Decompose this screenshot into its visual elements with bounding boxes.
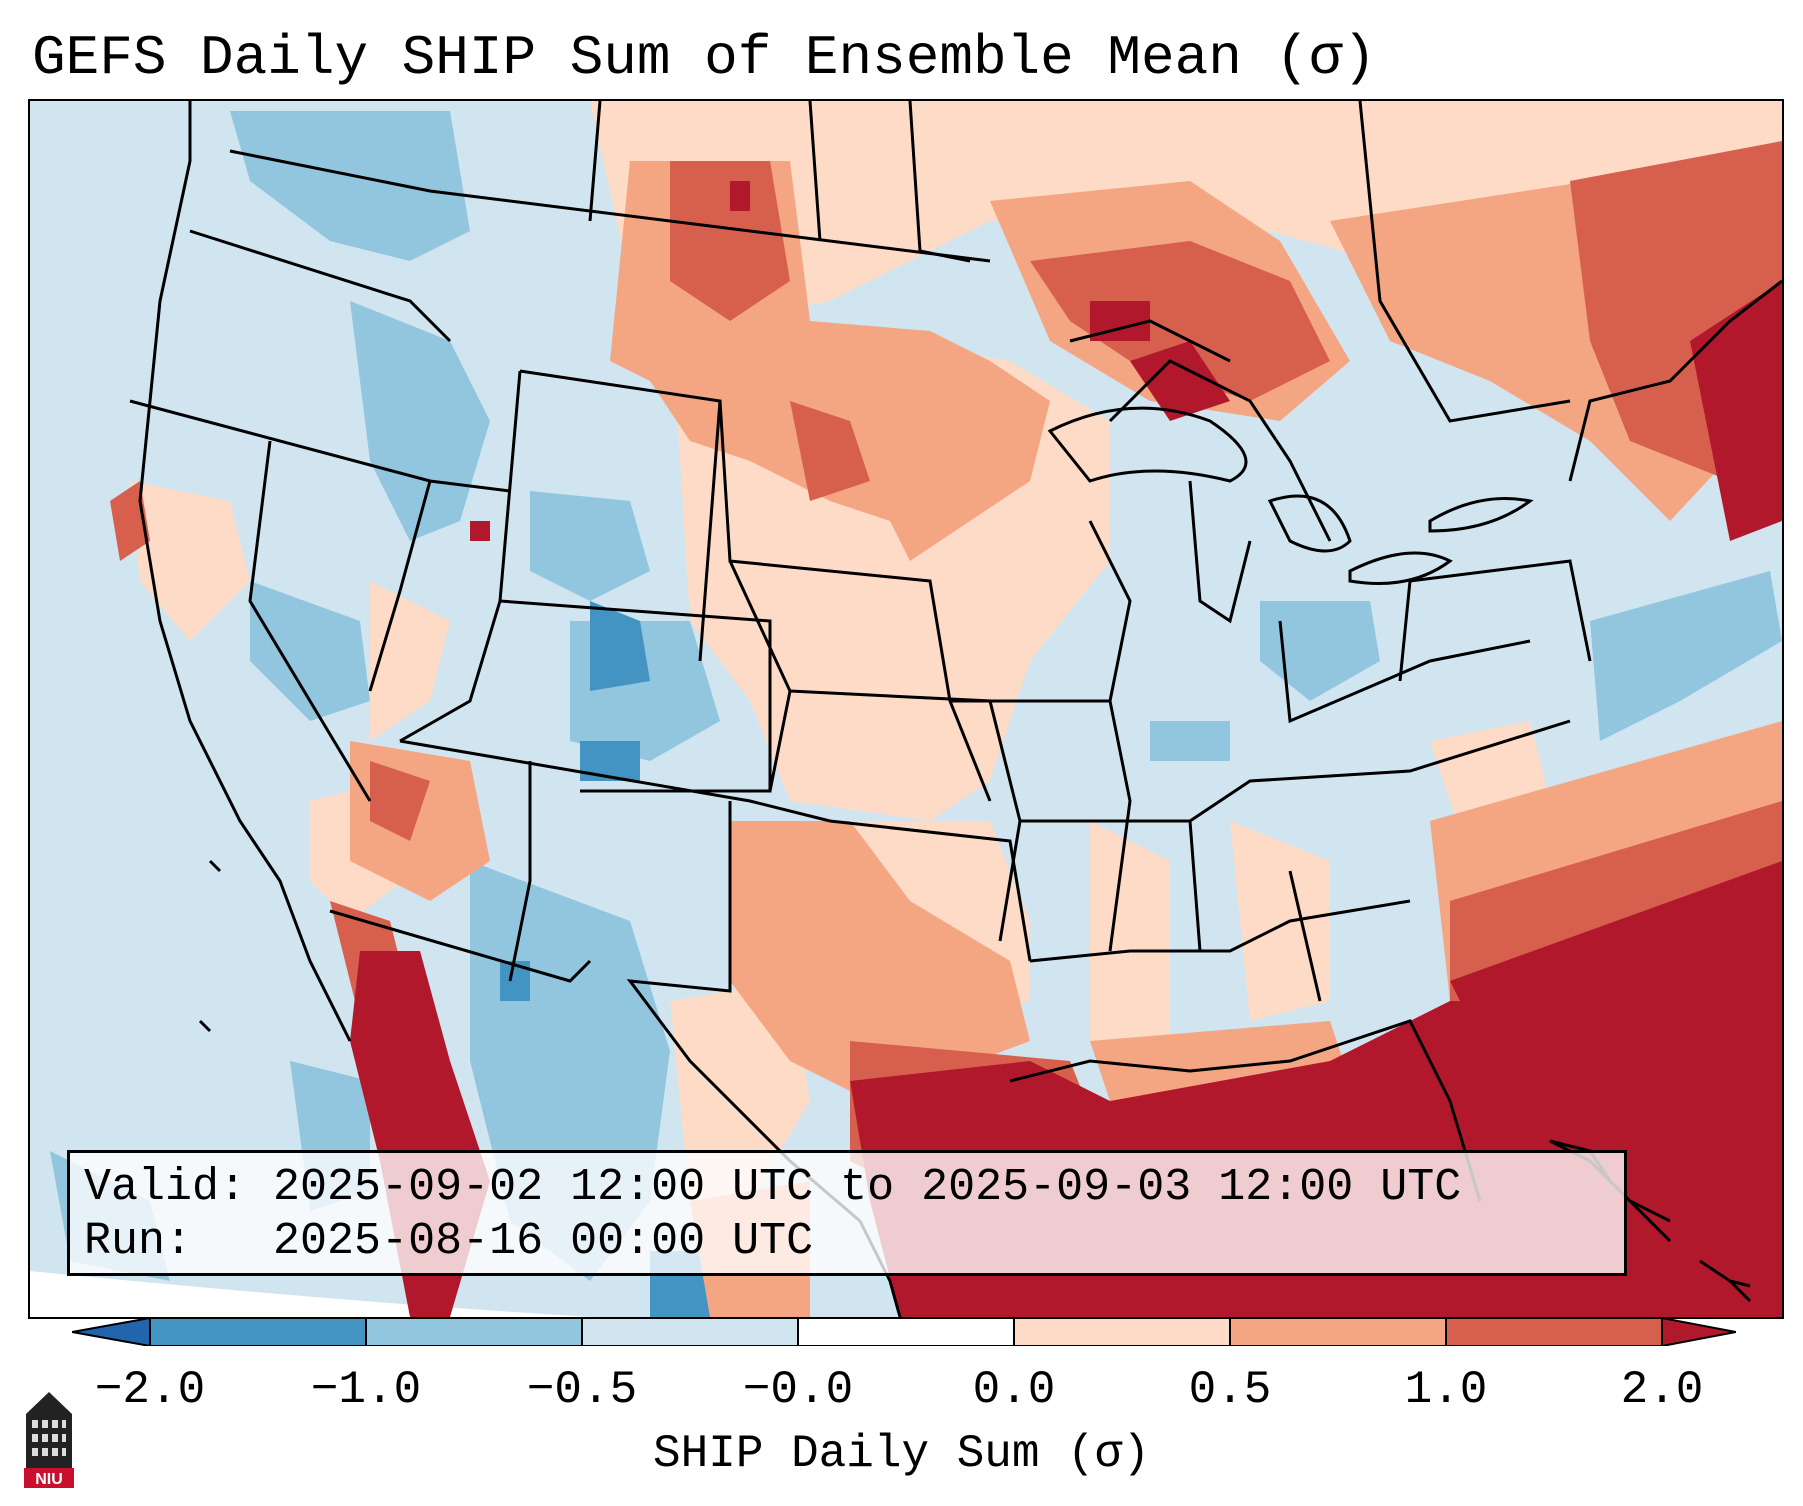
run-time-row: Run: 2025-08-16 00:00 UTC <box>84 1215 1610 1269</box>
map-title: GEFS Daily SHIP Sum of Ensemble Mean (σ) <box>32 26 1377 90</box>
ship-field-map <box>30 101 1782 1317</box>
colorbar-tick-label: 1.0 <box>1404 1364 1488 1416</box>
lake-outlines <box>1047 406 1534 624</box>
valid-label: Valid: <box>84 1162 247 1213</box>
colorbar-segment-2 <box>366 1318 582 1346</box>
colorbar <box>72 1318 1736 1346</box>
niu-logo-text: NIU <box>35 1471 63 1488</box>
colorbar-over-triangle <box>1661 1318 1736 1346</box>
valid-run-info-box: Valid: 2025-09-02 12:00 UTC to 2025-09-0… <box>67 1150 1627 1276</box>
map-panel <box>28 99 1784 1319</box>
colorbar-tick-label: 0.5 <box>1188 1364 1272 1416</box>
run-label: Run: <box>84 1216 193 1267</box>
colorbar-segment-1 <box>150 1318 366 1346</box>
colorbar-segment-7 <box>1446 1318 1662 1346</box>
colorbar-tick-label: −2.0 <box>94 1364 206 1416</box>
state-boundaries <box>129 101 1782 1317</box>
out-of-domain-area <box>30 1271 590 1317</box>
run-value: 2025-08-16 00:00 UTC <box>273 1216 814 1267</box>
valid-time-row: Valid: 2025-09-02 12:00 UTC to 2025-09-0… <box>84 1161 1610 1215</box>
colorbar-label: SHIP Daily Sum (σ) <box>653 1428 1150 1480</box>
colorbar-tick-label: −0.0 <box>742 1364 854 1416</box>
colorbar-under-triangle <box>72 1318 151 1346</box>
colorbar-tick-label: 0.0 <box>972 1364 1056 1416</box>
colorbar-segment-6 <box>1230 1318 1446 1346</box>
colorbar-segment-5 <box>1014 1318 1230 1346</box>
colorbar-tick-label: −0.5 <box>526 1364 638 1416</box>
colorbar-segment-3 <box>582 1318 798 1346</box>
colorbar-tick-label: −1.0 <box>310 1364 422 1416</box>
colorbar-tick-label: 2.0 <box>1620 1364 1704 1416</box>
colorbar-segment-4 <box>798 1318 1014 1346</box>
colorbar-ticks <box>149 1318 1663 1346</box>
valid-value: 2025-09-02 12:00 UTC to 2025-09-03 12:00… <box>273 1162 1462 1213</box>
niu-logo: NIU <box>24 1392 74 1488</box>
